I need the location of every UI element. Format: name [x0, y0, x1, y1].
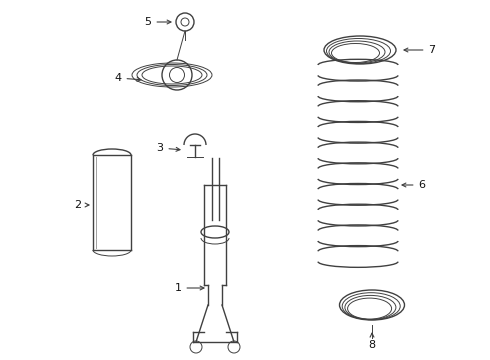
Text: 5: 5 [145, 17, 171, 27]
Text: 3: 3 [156, 143, 180, 153]
Text: 1: 1 [174, 283, 204, 293]
Text: 8: 8 [368, 333, 375, 350]
Text: 2: 2 [74, 200, 89, 210]
Text: 6: 6 [402, 180, 425, 190]
Text: 7: 7 [404, 45, 436, 55]
Text: 4: 4 [115, 73, 141, 83]
